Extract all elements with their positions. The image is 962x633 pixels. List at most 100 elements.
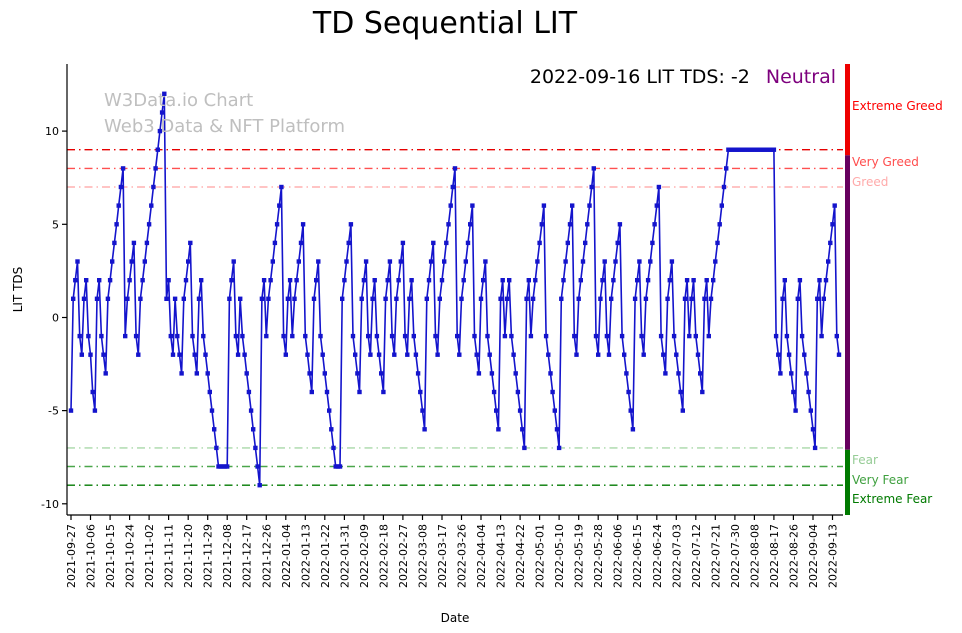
marker [181,296,186,301]
marker [300,222,306,227]
marker [203,352,208,357]
marker [806,389,811,395]
marker [507,278,512,283]
marker [663,371,668,376]
marker [431,240,436,246]
marker [413,352,419,357]
marker [71,296,76,301]
marker [342,278,347,283]
marker [316,259,321,264]
marker [530,296,536,301]
marker [550,389,555,395]
marker [116,203,121,208]
marker [285,296,291,301]
marker [79,352,84,357]
marker [596,352,601,357]
x-axis-label: Date [441,611,470,625]
marker [194,371,199,376]
marker [615,240,620,246]
x-tick-label: 2022-02-09 [358,524,371,588]
x-tick-label: 2022-03-17 [436,524,449,588]
marker [366,333,371,339]
x-tick-label: 2022-08-17 [768,524,781,588]
x-tick-label: 2022-05-10 [553,524,566,588]
marker [639,333,644,339]
x-tick-label: 2022-05-28 [592,524,605,588]
marker [799,333,805,339]
sentiment-status: Neutral [765,66,836,88]
marker [556,445,562,451]
marker [487,352,492,357]
marker [68,408,74,413]
marker [448,203,453,208]
marker [372,278,377,283]
marker [602,259,607,264]
marker [99,333,104,339]
marker [327,408,332,413]
marker [411,333,416,339]
marker [812,445,818,451]
marker [279,184,284,190]
marker [136,352,141,357]
x-tick-label: 2022-08-08 [748,524,761,588]
marker [144,240,150,246]
marker [524,296,529,301]
marker [242,352,247,357]
marker [828,240,833,246]
marker [240,333,245,339]
marker [702,296,707,301]
marker [257,483,262,488]
marker [120,166,126,171]
marker [155,147,160,152]
marker [468,222,473,227]
marker [166,278,171,283]
marker [264,333,269,339]
marker [654,203,659,208]
marker [517,408,523,413]
marker [778,371,783,376]
marker [815,296,820,301]
marker [836,352,842,357]
marker [244,371,249,376]
marker [253,445,258,451]
marker [207,389,212,395]
marker [830,222,835,227]
marker [704,278,709,283]
marker [513,371,518,376]
marker [721,184,727,190]
marker [199,278,204,283]
marker [444,240,449,246]
marker [266,296,271,301]
marker [637,259,642,264]
marker [303,333,308,339]
zone-label-very-greed: Very Greed [852,155,919,169]
marker [75,259,80,264]
marker [669,259,675,264]
marker [706,333,711,339]
marker [698,371,703,376]
marker [296,259,301,264]
x-tick-label: 2022-01-04 [280,524,293,588]
marker [622,352,627,357]
marker [580,259,586,264]
zone-label-greed: Greed [852,175,889,189]
marker [103,371,108,376]
marker [711,278,716,283]
x-tick-label: 2022-07-21 [709,524,722,588]
y-tick-label: 5 [52,218,59,231]
x-tick-label: 2021-11-11 [163,524,176,588]
marker [77,333,82,339]
marker [405,352,410,357]
marker [724,166,729,171]
marker [563,259,568,264]
marker [153,166,158,171]
marker [567,222,573,227]
marker [776,352,781,357]
marker [385,278,390,283]
marker [617,222,623,227]
marker [671,333,677,339]
marker [415,371,421,376]
marker [472,333,477,339]
